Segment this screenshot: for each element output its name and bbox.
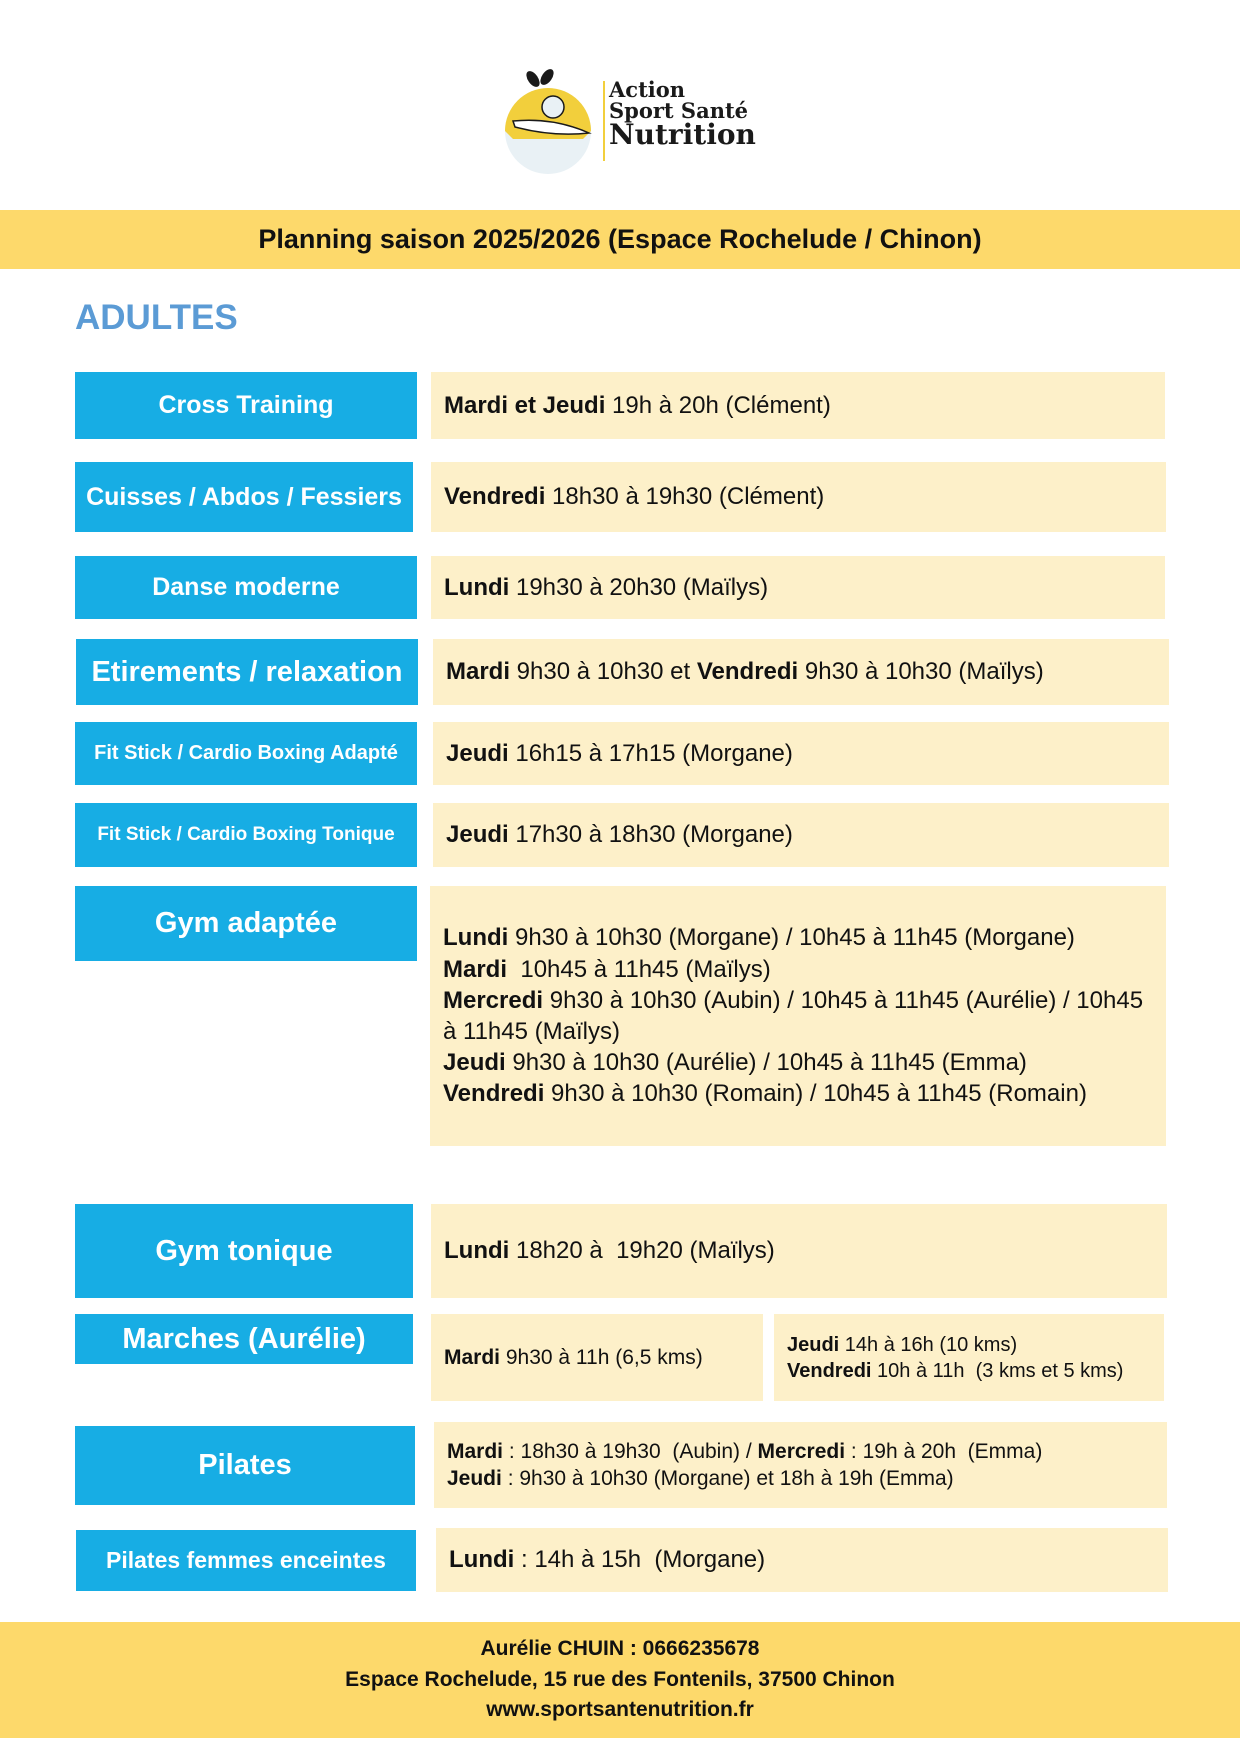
day-label: Jeudi: [447, 1467, 502, 1490]
schedule-line: Vendredi 10h à 11h (3 kms et 5 kms): [787, 1358, 1156, 1384]
logo-text-nutrition: Nutrition: [609, 118, 756, 151]
time-text: 10h à 11h (3 kms et 5 kms): [871, 1359, 1124, 1382]
day-label: Jeudi: [787, 1333, 840, 1356]
day-label: Vendredi: [443, 1080, 545, 1108]
schedule-cell: Vendredi 18h30 à 19h30 (Clément): [431, 462, 1166, 532]
time-text: 9h30 à 10h30 (Aubin) / 10h45 à 11h45 (Au…: [443, 986, 1150, 1045]
time-text: 18h20 à 19h20 (Maïlys): [509, 1237, 775, 1265]
activity-label: Marches (Aurélie): [75, 1314, 413, 1364]
activity-label: Fit Stick / Cardio Boxing Adapté: [75, 722, 417, 785]
time-text: 18h30 à 19h30 (Clément): [545, 483, 825, 511]
schedule-cell: Lundi 19h30 à 20h30 (Maïlys): [431, 556, 1165, 619]
activity-label: Danse moderne: [75, 556, 417, 619]
page-title: Planning saison 2025/2026 (Espace Rochel…: [0, 210, 1240, 269]
schedule-cell: Mardi : 18h30 à 19h30 (Aubin) / Mercredi…: [434, 1422, 1167, 1508]
schedule-line: Lundi 19h30 à 20h30 (Maïlys): [444, 572, 1157, 603]
day-label: Mardi: [446, 658, 511, 686]
footer-contact: Aurélie CHUIN : 0666235678: [480, 1637, 760, 1661]
activity-label: Etirements / relaxation: [76, 639, 418, 705]
schedule-line: Mardi et Jeudi 19h à 20h (Clément): [444, 390, 1157, 421]
schedule-cell-secondary: Jeudi 14h à 16h (10 kms) Vendredi 10h à 1…: [774, 1314, 1164, 1401]
schedule-line: Vendredi 9h30 à 10h30 (Romain) / 10h45 à…: [443, 1078, 1158, 1109]
schedule-line: Mercredi 9h30 à 10h30 (Aubin) / 10h45 à …: [443, 985, 1158, 1047]
activity-label: Cuisses / Abdos / Fessiers: [75, 462, 413, 532]
day-label: Lundi: [443, 924, 509, 952]
logo: Action Sport Santé Nutrition: [503, 69, 763, 177]
schedule-cell: Lundi 18h20 à 19h20 (Maïlys): [431, 1204, 1167, 1298]
activity-label: Pilates: [75, 1426, 415, 1505]
footer-website[interactable]: www.sportsantenutrition.fr: [486, 1698, 754, 1722]
logo-text-sport-sante: Sport Santé: [609, 98, 749, 123]
day-label: Jeudi: [446, 821, 509, 849]
schedule-line: Lundi 9h30 à 10h30 (Morgane) / 10h45 à 1…: [443, 922, 1158, 953]
day-label: Jeudi: [446, 739, 509, 767]
schedule-line: Vendredi 18h30 à 19h30 (Clément): [444, 481, 1158, 512]
time-text: 9h30 à 11h (6,5 kms): [500, 1345, 703, 1369]
activity-label: Gym tonique: [75, 1204, 413, 1298]
day-label: Vendredi: [444, 483, 546, 511]
time-text: 10h45 à 11h45 (Maïlys): [507, 955, 771, 983]
time-text: : 14h à 15h (Morgane): [514, 1546, 766, 1574]
logo-emblem-icon: [505, 69, 592, 174]
time-text: 9h30 à 10h30 et: [510, 658, 697, 686]
schedule-line: Mardi 10h45 à 11h45 (Maïlys): [443, 954, 1158, 985]
schedule-line: Jeudi 17h30 à 18h30 (Morgane): [446, 819, 1161, 850]
day-label: Mardi: [443, 955, 508, 983]
day-label: Lundi: [444, 1237, 510, 1265]
schedule-line: Lundi : 14h à 15h (Morgane): [449, 1544, 1160, 1575]
day-label: Mardi: [447, 1439, 504, 1463]
day-label: Mercredi: [443, 986, 544, 1014]
time-text: : 18h30 à 19h30 (Aubin) /: [503, 1439, 758, 1463]
schedule-cell: Jeudi 16h15 à 17h15 (Morgane): [433, 722, 1169, 785]
day-label: Vendredi: [787, 1359, 872, 1382]
section-title: ADULTES: [75, 298, 238, 337]
time-text: 9h30 à 10h30 (Morgane) / 10h45 à 11h45 (…: [508, 924, 1075, 952]
time-text: 9h30 à 10h30 (Maïlys): [798, 658, 1044, 686]
schedule-line: Jeudi 16h15 à 17h15 (Morgane): [446, 738, 1161, 769]
schedule-cell: Lundi : 14h à 15h (Morgane): [436, 1528, 1168, 1592]
schedule-line: Jeudi 9h30 à 10h30 (Aurélie) / 10h45 à 1…: [443, 1047, 1158, 1078]
schedule-line: Mardi 9h30 à 10h30 et Vendredi 9h30 à 10…: [446, 656, 1161, 687]
schedule-line: Jeudi 14h à 16h (10 kms): [787, 1332, 1156, 1358]
activity-label: Gym adaptée: [75, 886, 417, 961]
time-text: 17h30 à 18h30 (Morgane): [508, 821, 793, 849]
activity-label: Pilates femmes enceintes: [76, 1530, 416, 1591]
footer: Aurélie CHUIN : 0666235678 Espace Rochel…: [0, 1622, 1240, 1738]
schedule-cell: Lundi 9h30 à 10h30 (Morgane) / 10h45 à 1…: [430, 886, 1166, 1146]
time-text: 14h à 16h (10 kms): [839, 1333, 1018, 1356]
time-text: 9h30 à 10h30 (Romain) / 10h45 à 11h45 (R…: [544, 1080, 1087, 1108]
time-text: : 9h30 à 10h30 (Morgane) et 18h à 19h (E…: [501, 1467, 954, 1490]
activity-label: Cross Training: [75, 372, 417, 439]
day-label: Lundi: [449, 1546, 515, 1574]
time-text: 19h30 à 20h30 (Maïlys): [509, 573, 769, 601]
day-label: Lundi: [444, 573, 510, 601]
schedule-line: Lundi 18h20 à 19h20 (Maïlys): [444, 1235, 1159, 1266]
footer-address: Espace Rochelude, 15 rue des Fontenils, …: [345, 1667, 895, 1691]
day-label: Mardi et Jeudi: [444, 391, 606, 419]
schedule-cell: Mardi 9h30 à 11h (6,5 kms): [431, 1314, 763, 1401]
day-label: Mercredi: [757, 1439, 846, 1463]
schedule-cell: Mardi 9h30 à 10h30 et Vendredi 9h30 à 10…: [433, 639, 1169, 705]
activity-label: Fit Stick / Cardio Boxing Tonique: [75, 803, 417, 867]
day-label: Mardi: [444, 1345, 501, 1369]
time-text: 19h à 20h (Clément): [605, 391, 831, 419]
day-label: Jeudi: [443, 1049, 506, 1077]
time-text: 16h15 à 17h15 (Morgane): [508, 739, 793, 767]
day-label: Vendredi: [696, 658, 799, 686]
schedule-line: Mardi : 18h30 à 19h30 (Aubin) / Mercredi…: [447, 1438, 1159, 1465]
time-text: : 19h à 20h (Emma): [845, 1439, 1043, 1463]
logo-text-action: Action: [609, 77, 686, 102]
schedule-line: Jeudi : 9h30 à 10h30 (Morgane) et 18h à …: [447, 1465, 1159, 1492]
schedule-line: Mardi 9h30 à 11h (6,5 kms): [444, 1344, 755, 1371]
schedule-cell: Jeudi 17h30 à 18h30 (Morgane): [433, 803, 1169, 867]
schedule-cell: Mardi et Jeudi 19h à 20h (Clément): [431, 372, 1165, 439]
time-text: 9h30 à 10h30 (Aurélie) / 10h45 à 11h45 (…: [505, 1049, 1027, 1077]
